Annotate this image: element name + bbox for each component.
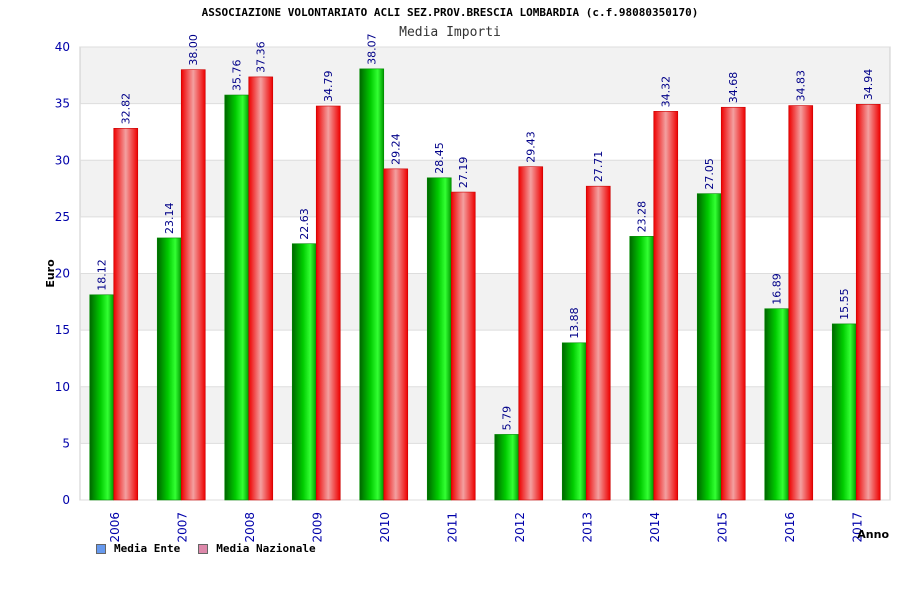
bar-media-ente <box>561 342 587 501</box>
bar-value-label: 37.36 <box>255 41 268 73</box>
x-tick-label: 2011 <box>445 512 459 543</box>
x-tick-label: 2014 <box>648 512 662 543</box>
legend-label-media-ente: Media Ente <box>114 542 181 555</box>
y-tick-label: 30 <box>55 153 70 167</box>
bar-value-label: 27.71 <box>592 151 605 183</box>
legend-item-media-ente: Media Ente <box>96 542 180 555</box>
bar-value-label: 34.83 <box>795 70 808 102</box>
y-tick-label: 25 <box>55 210 70 224</box>
x-tick-label: 2010 <box>378 512 392 543</box>
y-tick-label: 0 <box>62 493 70 507</box>
bar-value-label: 15.55 <box>838 288 851 320</box>
x-tick-label: 2006 <box>108 512 122 543</box>
plot-band <box>80 47 890 104</box>
bar-media-nazionale <box>248 76 274 501</box>
bar-media-ente <box>291 243 317 501</box>
bar-media-nazionale <box>383 168 409 501</box>
legend-swatch-media-ente <box>96 543 106 554</box>
bar-value-label: 16.89 <box>771 273 784 305</box>
legend-label-media-nazionale: Media Nazionale <box>216 542 316 555</box>
bar-media-nazionale <box>315 105 341 501</box>
bar-value-label: 38.07 <box>366 33 379 65</box>
x-tick-label: 2017 <box>850 512 864 543</box>
bar-media-ente <box>764 308 790 501</box>
y-tick-label: 15 <box>55 323 70 337</box>
bar-media-ente <box>831 323 857 501</box>
bar-media-nazionale <box>180 69 206 501</box>
bar-media-nazionale <box>720 106 746 501</box>
y-tick-label: 5 <box>62 436 70 450</box>
bar-media-ente <box>426 177 452 501</box>
plot-band <box>80 273 890 331</box>
legend-item-media-nazionale: Media Nazionale <box>198 542 316 555</box>
plot-band <box>80 216 890 274</box>
x-tick-label: 2007 <box>175 512 189 543</box>
bar-value-label: 18.12 <box>96 259 109 291</box>
bar-value-label: 22.63 <box>298 208 311 240</box>
legend-swatch-media-nazionale <box>198 543 209 554</box>
bar-value-label: 28.45 <box>433 142 446 174</box>
bar-value-label: 38.00 <box>187 34 200 66</box>
plot-band <box>80 443 890 500</box>
x-tick-label: 2013 <box>580 512 594 543</box>
y-tick-label: 40 <box>55 40 70 54</box>
bar-value-label: 29.24 <box>390 133 403 165</box>
bar-media-nazionale <box>653 111 679 501</box>
bar-media-ente <box>89 294 115 501</box>
x-tick-label: 2016 <box>783 512 797 543</box>
plot-band <box>80 160 890 217</box>
bar-media-ente <box>156 237 182 501</box>
bar-value-label: 27.19 <box>457 157 470 189</box>
plot-band <box>80 103 890 161</box>
bar-value-label: 32.82 <box>120 93 133 125</box>
bar-value-label: 13.88 <box>568 307 581 339</box>
bar-media-nazionale <box>585 185 611 501</box>
y-axis-label: Euro <box>44 259 57 288</box>
bar-value-label: 27.05 <box>703 158 716 190</box>
bar-media-nazionale <box>450 191 476 501</box>
bar-media-nazionale <box>855 104 881 501</box>
legend: Media Ente Media Nazionale <box>96 542 316 555</box>
y-tick-label: 20 <box>55 267 70 281</box>
bar-media-ente <box>629 236 655 501</box>
bar-media-ente <box>494 434 520 501</box>
bar-value-label: 29.43 <box>525 131 538 163</box>
bar-media-ente <box>359 68 385 501</box>
plot-band <box>80 386 890 444</box>
bar-media-nazionale <box>113 128 139 501</box>
y-tick-label: 10 <box>55 380 70 394</box>
y-tick-label: 35 <box>55 97 70 111</box>
bar-media-nazionale <box>788 105 814 501</box>
x-tick-label: 2009 <box>310 512 324 543</box>
chart-title: ASSOCIAZIONE VOLONTARIATO ACLI SEZ.PROV.… <box>201 6 699 19</box>
bar-value-label: 34.94 <box>862 69 875 101</box>
bar-media-ente <box>696 193 722 501</box>
bar-value-label: 23.14 <box>163 202 176 234</box>
x-tick-label: 2015 <box>715 512 729 543</box>
bar-value-label: 34.79 <box>322 71 335 103</box>
bar-media-nazionale <box>518 166 544 501</box>
bar-value-label: 34.32 <box>660 76 673 108</box>
bar-media-ente <box>224 94 250 501</box>
plot-band <box>80 330 890 387</box>
x-axis-label: Anno <box>857 528 889 541</box>
bar-value-label: 35.76 <box>231 60 244 92</box>
chart-subtitle: Media Importi <box>399 25 501 40</box>
bar-value-label: 34.68 <box>727 72 740 104</box>
x-tick-label: 2012 <box>513 512 527 543</box>
bar-value-label: 23.28 <box>636 201 649 233</box>
x-tick-label: 2008 <box>243 512 257 543</box>
bar-value-label: 5.79 <box>501 406 514 431</box>
